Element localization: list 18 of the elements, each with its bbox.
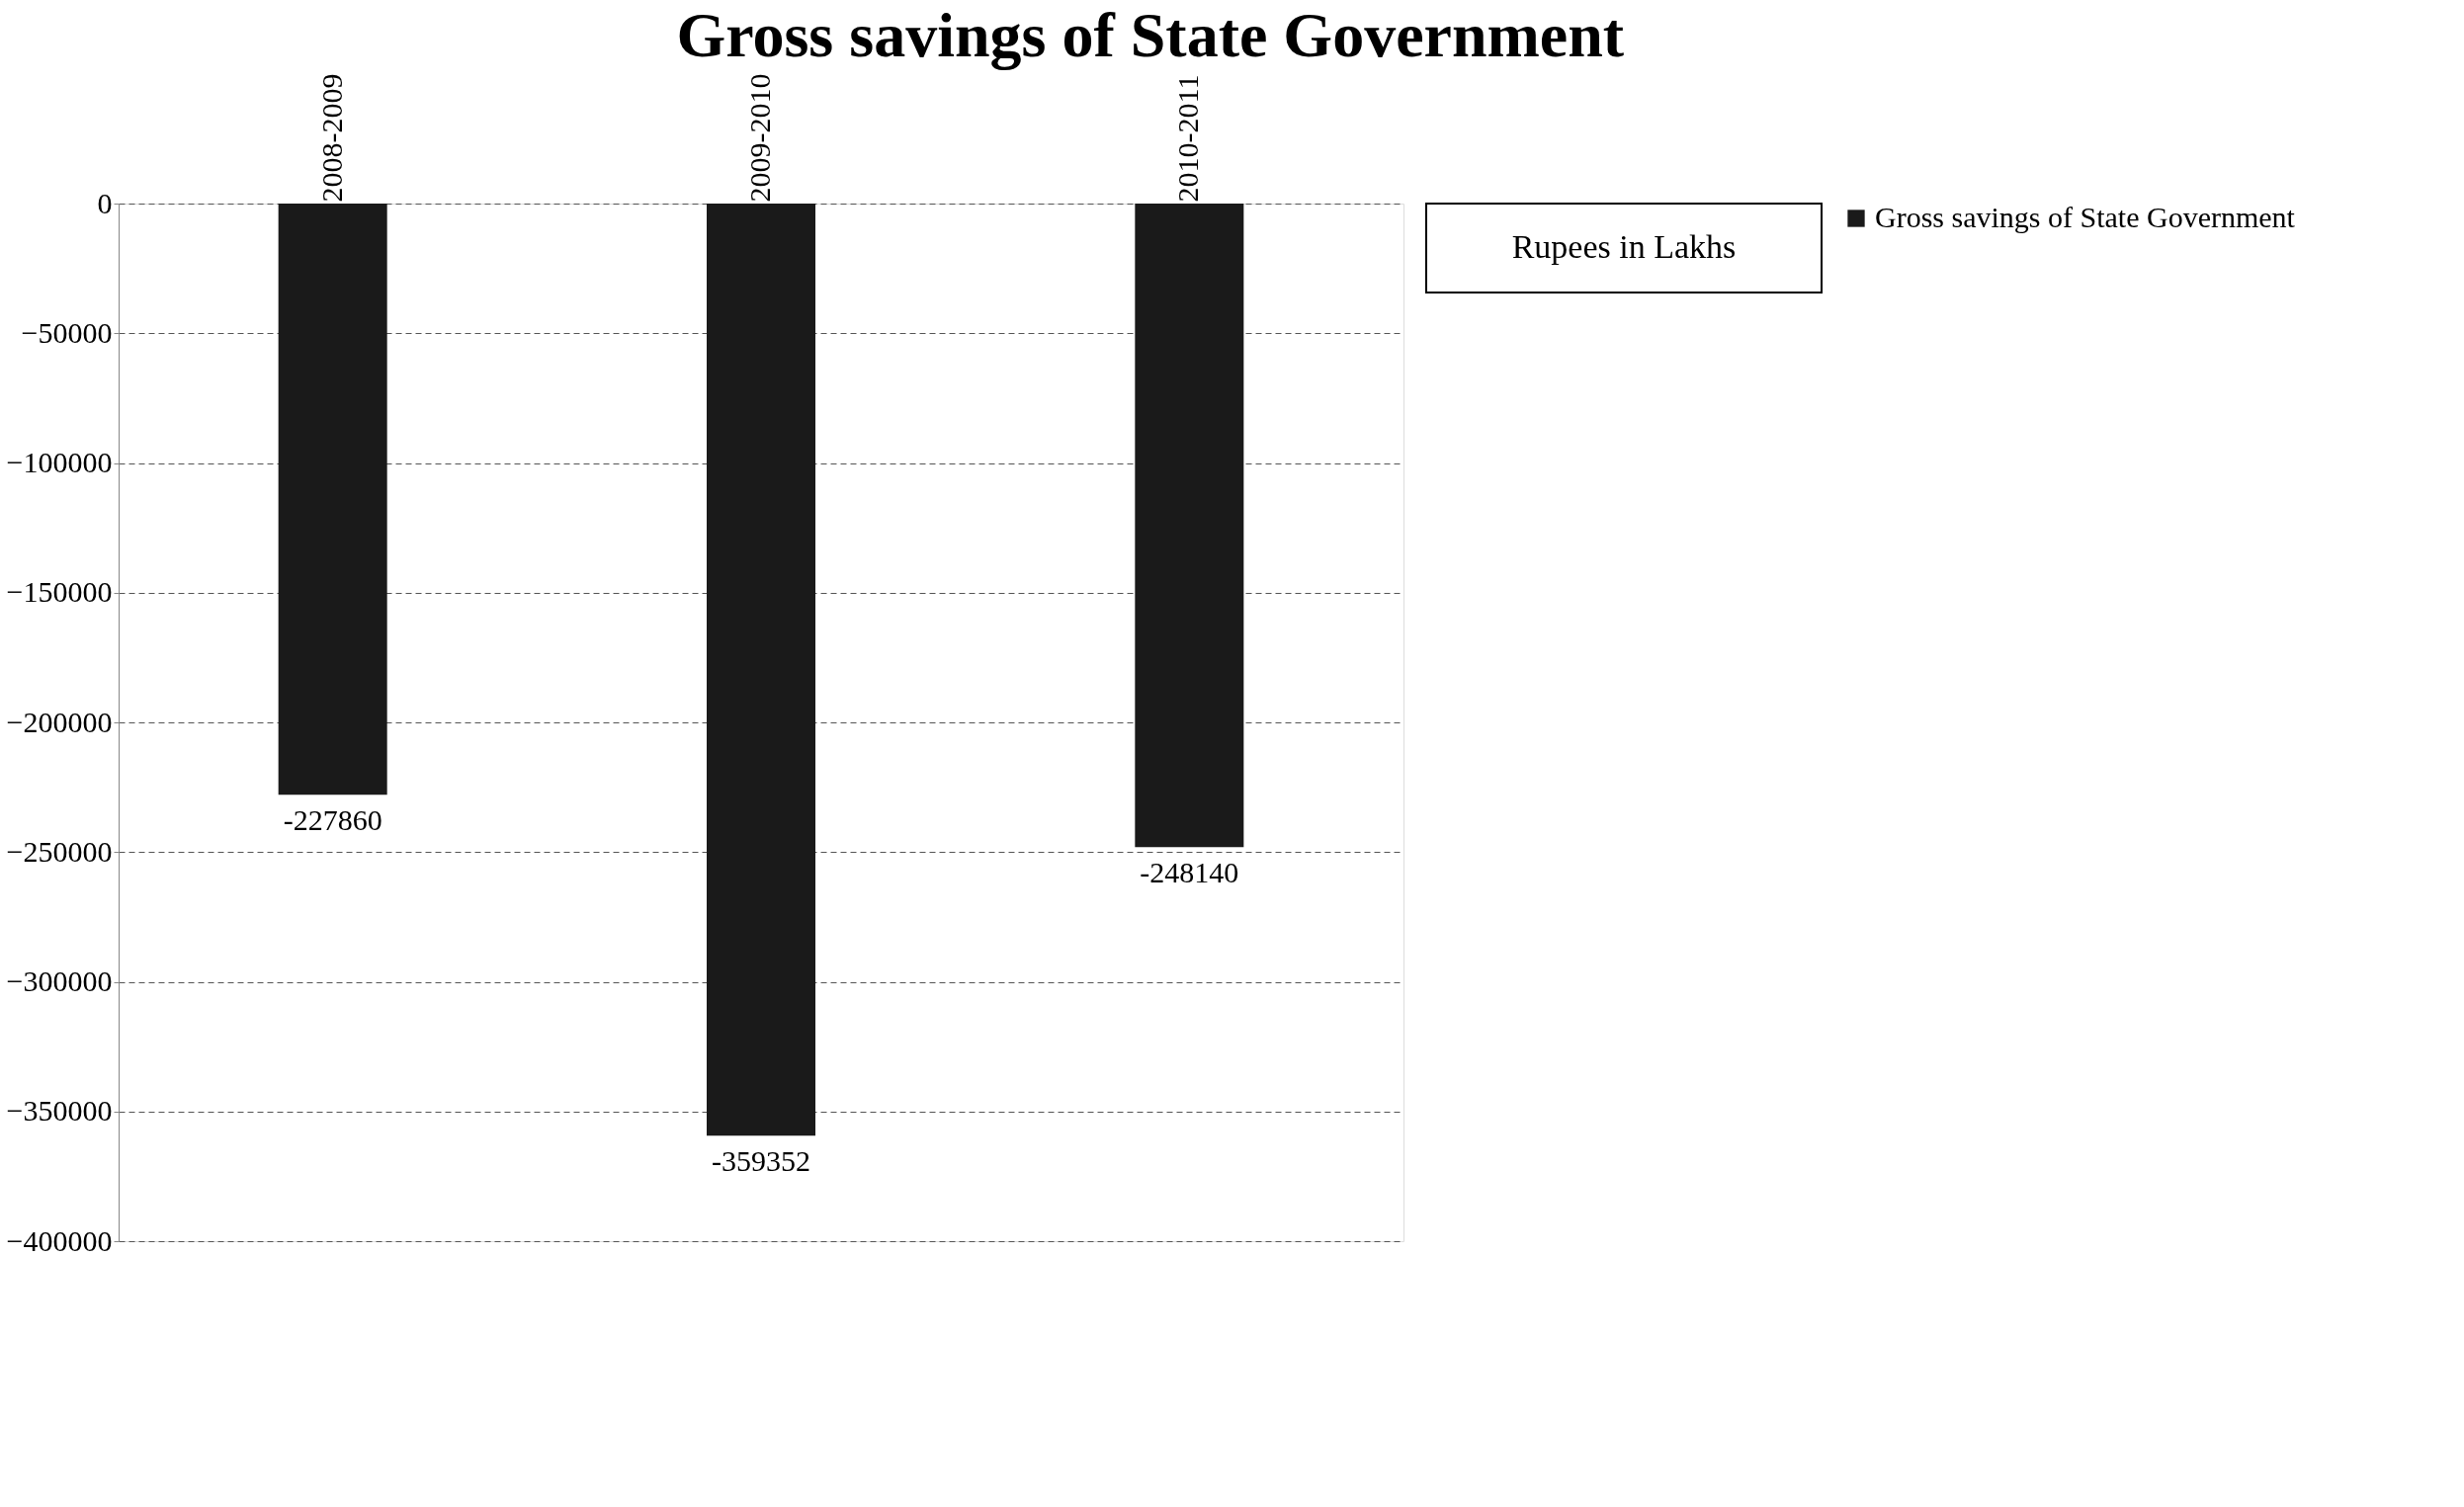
text: Rupees in Lakhs [1511, 228, 1737, 265]
chart-title: Gross savings of State Government [676, 0, 1625, 70]
y-tick-label: −250000 [6, 834, 113, 868]
y-tick-label: −150000 [6, 575, 113, 609]
x-tick-label: 2008-2009 [314, 73, 348, 203]
data-label: -227860 [283, 803, 382, 837]
y-tick-label: −350000 [6, 1094, 113, 1128]
y-tick-label: −200000 [6, 705, 113, 738]
data-label: -359352 [712, 1144, 810, 1178]
x-tick-label: 2009-2010 [743, 73, 776, 203]
x-tick-label: 2010-2011 [1171, 74, 1205, 203]
y-tick-label: −300000 [6, 964, 113, 997]
y-tick-label: −400000 [6, 1223, 113, 1257]
data-label: -248140 [1140, 856, 1239, 889]
y-tick-label: 0 [97, 186, 113, 219]
legend-label: Gross savings of State Government [1875, 201, 2296, 233]
y-tick-label: −100000 [6, 446, 113, 478]
y-tick-label: −50000 [21, 315, 113, 349]
